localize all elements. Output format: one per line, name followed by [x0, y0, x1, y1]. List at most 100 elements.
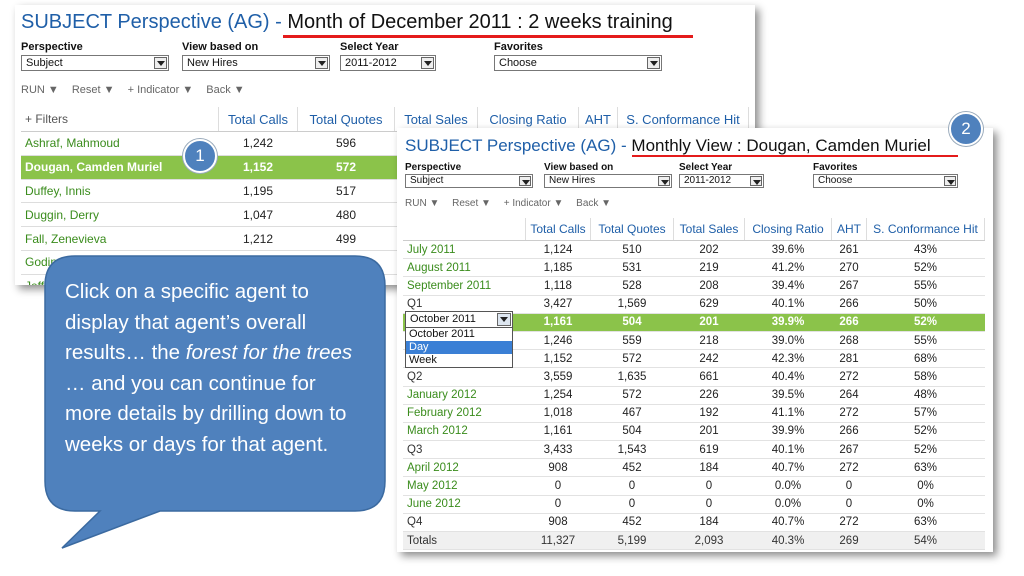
period-label[interactable]: April 2012: [403, 458, 526, 478]
agent-name[interactable]: Ashraf, Mahmoud: [21, 131, 219, 156]
cell: 908: [525, 458, 591, 478]
chevron-down-icon[interactable]: [647, 57, 660, 69]
cell: 0: [673, 476, 745, 496]
add-indicator-button[interactable]: + Indicator ▼: [503, 198, 564, 209]
col-header[interactable]: S. Conformance Hit: [866, 218, 985, 241]
cell: 0: [673, 495, 745, 514]
col-header[interactable]: Closing Ratio: [744, 218, 832, 241]
chevron-down-icon[interactable]: [944, 176, 956, 186]
col-header[interactable]: Total Sales: [394, 107, 478, 132]
cell: 39.9%: [744, 422, 832, 442]
cell: 0: [590, 476, 674, 496]
back-button[interactable]: Back ▼: [206, 84, 245, 96]
cell: 0.0%: [744, 476, 832, 496]
year-value: 2011-2012: [684, 175, 732, 186]
perspective-select[interactable]: Subject: [21, 55, 169, 71]
view-select[interactable]: New Hires: [182, 55, 330, 71]
col-header[interactable]: Closing Ratio: [477, 107, 579, 132]
col-header[interactable]: Total Quotes: [590, 218, 674, 241]
cell: 0.0%: [744, 495, 832, 514]
period-label[interactable]: May 2012: [403, 476, 526, 496]
cell: 1,118: [525, 276, 591, 296]
period-label[interactable]: August 2011: [403, 258, 526, 278]
cell: 3,559: [525, 367, 591, 387]
chevron-down-icon[interactable]: [658, 176, 670, 186]
dropdown-option-week[interactable]: Week: [409, 354, 437, 366]
run-button[interactable]: RUN ▼: [21, 84, 59, 96]
chevron-down-icon[interactable]: [750, 176, 762, 186]
period-label[interactable]: July 2011: [403, 240, 526, 260]
period-label[interactable]: Totals: [403, 531, 526, 551]
table-row[interactable]: May 2012 0 0 0 0.0% 0 0%: [403, 476, 985, 496]
back-button[interactable]: Back ▼: [576, 198, 612, 209]
table-row[interactable]: Q4 908 452 184 40.7% 272 63%: [403, 513, 985, 533]
add-indicator-button[interactable]: + Indicator ▼: [127, 84, 194, 96]
table-row[interactable]: March 2012 1,161 504 201 39.9% 266 52%: [403, 422, 985, 442]
chevron-down-icon[interactable]: [497, 313, 511, 326]
run-button[interactable]: RUN ▼: [405, 198, 440, 209]
cell: 208: [673, 276, 745, 296]
view-select[interactable]: New Hires: [544, 174, 672, 188]
chevron-down-icon[interactable]: [421, 57, 434, 69]
table-row[interactable]: Totals 11,327 5,199 2,093 40.3% 269 54%: [403, 531, 985, 551]
agent-name[interactable]: Duffey, Innis: [21, 179, 219, 204]
chevron-down-icon[interactable]: [519, 176, 531, 186]
table-row[interactable]: April 2012 908 452 184 40.7% 272 63%: [403, 458, 985, 478]
period-label[interactable]: Q4: [403, 513, 526, 533]
cell: 54%: [866, 531, 985, 551]
period-label[interactable]: June 2012: [403, 495, 526, 514]
perspective-value: Subject: [26, 57, 63, 69]
table-row[interactable]: January 2012 1,254 572 226 39.5% 264 48%: [403, 386, 985, 405]
favorites-select[interactable]: Choose: [494, 55, 662, 71]
table-row[interactable]: June 2012 0 0 0 0.0% 0 0%: [403, 495, 985, 514]
period-label[interactable]: January 2012: [403, 386, 526, 405]
year-select[interactable]: 2011-2012: [340, 55, 436, 71]
cell: 39.6%: [744, 240, 832, 260]
agent-name[interactable]: Duggin, Derry: [21, 202, 219, 228]
favorites-label: Favorites: [494, 41, 543, 53]
period-label[interactable]: September 2011: [403, 276, 526, 296]
cell: 504: [590, 422, 674, 442]
period-dropdown[interactable]: October 2011: [405, 311, 513, 328]
filters-button[interactable]: + Filters: [21, 107, 219, 132]
cell: 1,543: [590, 440, 674, 460]
col-header[interactable]: Total Calls: [218, 107, 298, 132]
agent-name[interactable]: Dougan, Camden Muriel: [21, 155, 219, 180]
year-select[interactable]: 2011-2012: [679, 174, 764, 188]
favorites-select[interactable]: Choose: [813, 174, 958, 188]
cell: 528: [590, 276, 674, 296]
cell: 201: [673, 422, 745, 442]
cell: 3,433: [525, 440, 591, 460]
cell: 201: [673, 313, 745, 332]
period-label[interactable]: February 2012: [403, 404, 526, 423]
table-row[interactable]: February 2012 1,018 467 192 41.1% 272 57%: [403, 404, 985, 423]
chevron-down-icon[interactable]: [315, 57, 328, 69]
period-label[interactable]: Q3: [403, 440, 526, 460]
perspective-select[interactable]: Subject: [405, 174, 533, 188]
cell: 267: [831, 440, 867, 460]
reset-button[interactable]: Reset ▼: [71, 84, 115, 96]
col-header[interactable]: S. Conformance Hit: [617, 107, 749, 132]
table-row[interactable]: Q1 3,427 1,569 629 40.1% 266 50%: [403, 295, 985, 314]
cell: 68%: [866, 349, 985, 369]
agent-name[interactable]: Fall, Zenevieva: [21, 226, 219, 251]
table-row[interactable]: Q2 3,559 1,635 661 40.4% 272 58%: [403, 367, 985, 387]
col-header[interactable]: AHT: [578, 107, 618, 132]
table-row[interactable]: July 2011 1,124 510 202 39.6% 261 43%: [403, 240, 985, 260]
cell: 0%: [866, 495, 985, 514]
reset-button[interactable]: Reset ▼: [452, 198, 491, 209]
col-header[interactable]: Total Sales: [673, 218, 745, 241]
dropdown-option[interactable]: October 2011: [409, 328, 475, 340]
col-header[interactable]: Total Quotes: [297, 107, 395, 132]
table-row[interactable]: September 2011 1,118 528 208 39.4% 267 55%: [403, 276, 985, 296]
cell: 39.9%: [744, 313, 832, 332]
table-row[interactable]: Q3 3,433 1,543 619 40.1% 267 52%: [403, 440, 985, 460]
dropdown-option-day[interactable]: Day: [406, 341, 512, 354]
period-label[interactable]: Q2: [403, 367, 526, 387]
cell: 1,047: [218, 202, 298, 228]
col-header[interactable]: AHT: [831, 218, 867, 241]
table-row[interactable]: August 2011 1,185 531 219 41.2% 270 52%: [403, 258, 985, 278]
chevron-down-icon[interactable]: [154, 57, 167, 69]
period-label[interactable]: March 2012: [403, 422, 526, 442]
col-header[interactable]: Total Calls: [525, 218, 591, 241]
